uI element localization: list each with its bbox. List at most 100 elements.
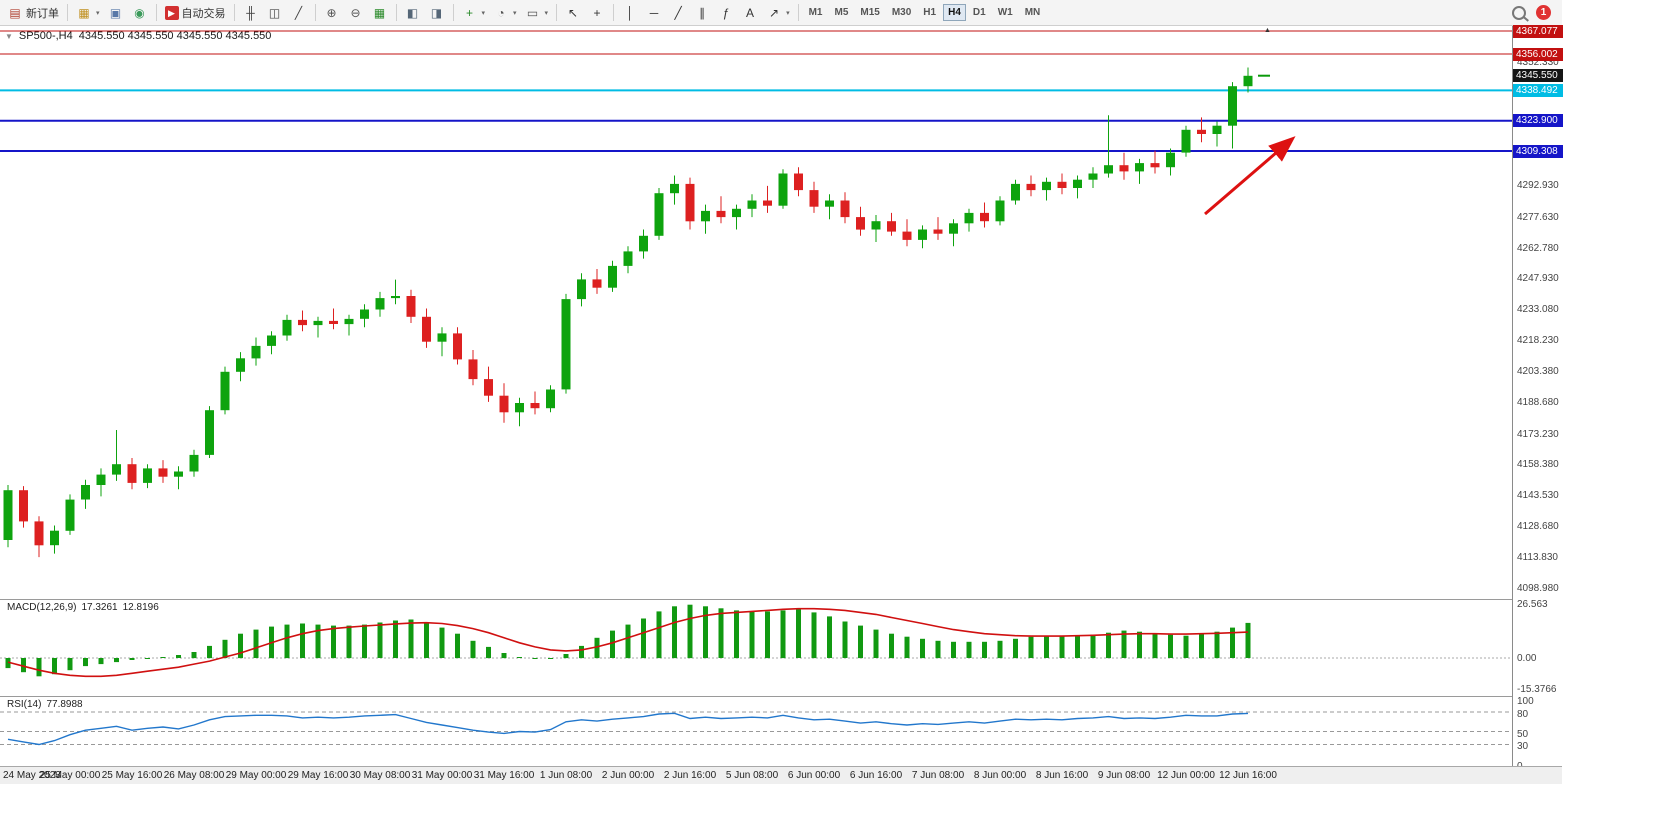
- macd-name: MACD(12,26,9): [7, 602, 77, 613]
- bar-chart-icon[interactable]: ╫: [239, 3, 263, 23]
- timeframe-h4[interactable]: H4: [943, 4, 966, 21]
- candlestick-chart-icon[interactable]: ◫: [263, 3, 287, 23]
- zoom-out-icon[interactable]: ⊖: [344, 3, 368, 23]
- new-order-button[interactable]: ▤ 新订单: [3, 3, 63, 23]
- toolbar-groups: ▤ 新订单 ▦ ▾ ▣ ◉ ▶ 自动交易 ╫ ◫ ╱ ⊕ ⊖ ▦ ◧ ◨ + ▾ ◔ ▾ ▭ ▾ ↖ + │ ─ ╱ ∥ ƒ A ↗ ▾ M1 M…: [3, 0, 1046, 25]
- marketwatch-icon: ◉: [134, 5, 145, 20]
- trendline-icon: ╱: [674, 5, 682, 20]
- chart-shift-marker-icon[interactable]: ▲: [1264, 27, 1271, 34]
- vertical-line-icon[interactable]: │: [618, 3, 642, 23]
- fibonacci-icon[interactable]: ƒ: [714, 3, 738, 23]
- price-axis-label: 4218.230: [1517, 335, 1559, 346]
- search-icon[interactable]: [1512, 5, 1526, 20]
- timeframe-w1[interactable]: W1: [997, 7, 1013, 18]
- price-tag: 4345.550: [1513, 69, 1563, 82]
- price-tag: 4367.077: [1513, 25, 1563, 38]
- toolbar-separator: [233, 4, 235, 21]
- arrows-objects-icon-dropdown-icon[interactable]: ▾: [786, 9, 790, 17]
- rsi-line: [7, 712, 1249, 746]
- timeframe-mn[interactable]: MN: [1024, 7, 1041, 18]
- arrows-objects-icon: ↗: [769, 5, 780, 20]
- tile-windows-icon[interactable]: ▦: [368, 3, 392, 23]
- channel-icon: ∥: [699, 5, 706, 20]
- candles: [3, 67, 1253, 558]
- macd-scale-label: -15.3766: [1517, 684, 1557, 695]
- timeframe-m1[interactable]: M1: [808, 7, 823, 18]
- symbol-timeframe-label: SP500-,H4: [18, 30, 73, 42]
- period-selector-icon[interactable]: ◔ ▾: [489, 3, 521, 23]
- price-tag: 4338.492: [1513, 84, 1563, 97]
- price-chart-pane[interactable]: [0, 26, 1512, 598]
- time-axis-label: 2 Jun 00:00: [601, 770, 655, 781]
- price-axis-label: 4098.980: [1517, 583, 1559, 594]
- macd-value-main: 17.3261: [81, 602, 118, 613]
- profiles-icon: ▣: [109, 5, 122, 20]
- crosshair-icon[interactable]: +: [585, 3, 609, 23]
- tile-windows-icon: ▦: [373, 5, 386, 20]
- macd-indicator-pane[interactable]: [0, 600, 1512, 696]
- template-icon-dropdown-icon[interactable]: ▾: [544, 9, 549, 17]
- time-axis-label: 29 May 16:00: [287, 770, 349, 781]
- profiles-icon[interactable]: ▣: [104, 3, 128, 23]
- price-axis-label: 4158.380: [1517, 459, 1559, 470]
- zoom-out-icon: ⊖: [350, 5, 361, 20]
- horizontal-line-icon: ─: [649, 5, 659, 20]
- price-tag: 4309.308: [1513, 145, 1563, 158]
- price-axis[interactable]: 4352.330 4292.930 4277.630 4262.780 4247.930…: [1512, 25, 1563, 772]
- annotation-arrow[interactable]: [1204, 136, 1296, 216]
- time-axis-label: 31 May 16:00: [473, 770, 535, 781]
- time-axis-label: 25 May 16:00: [101, 770, 163, 781]
- timeframe-h1[interactable]: H1: [923, 7, 937, 18]
- timeframe-m15[interactable]: M15: [860, 7, 880, 18]
- add-indicator-icon-dropdown-icon[interactable]: ▾: [481, 9, 486, 17]
- cursor-icon[interactable]: ↖: [561, 3, 585, 23]
- toolbar-separator: [155, 4, 157, 21]
- time-axis-label: 29 May 00:00: [225, 770, 287, 781]
- text-icon[interactable]: A: [738, 3, 762, 23]
- timeframe-d1[interactable]: D1: [972, 7, 986, 18]
- price-axis-label: 4128.680: [1517, 521, 1559, 532]
- toolbar: ▤ 新订单 ▦ ▾ ▣ ◉ ▶ 自动交易 ╫ ◫ ╱ ⊕ ⊖ ▦ ◧ ◨ + ▾ ◔ ▾ ▭ ▾ ↖ + │ ─ ╱ ∥ ƒ A ↗ ▾ M1 M…: [0, 0, 1562, 26]
- autotrading-icon: ▶: [164, 5, 179, 20]
- toolbar-separator: [67, 4, 68, 21]
- channel-icon[interactable]: ∥: [690, 3, 714, 23]
- rsi-value: 77.8988: [46, 699, 83, 710]
- macd-scale-label: 0.00: [1517, 653, 1537, 664]
- rsi-scale-label: 50: [1517, 729, 1529, 740]
- horizontal-line-icon[interactable]: ─: [642, 3, 666, 23]
- autotrading-button[interactable]: ▶ 自动交易: [161, 3, 230, 23]
- pane-separator[interactable]: [0, 599, 1562, 600]
- rsi-scale-label: 80: [1517, 709, 1529, 720]
- timeframe-m30[interactable]: M30: [891, 7, 912, 18]
- symbol-dropdown-icon[interactable]: ▼: [5, 32, 13, 41]
- trendline-icon[interactable]: ╱: [666, 3, 690, 23]
- notification-badge[interactable]: 1: [1536, 5, 1551, 20]
- pane-separator[interactable]: [0, 696, 1562, 697]
- new-chart-icon-dropdown-icon[interactable]: ▾: [96, 9, 100, 17]
- cursor-icon: ↖: [568, 5, 579, 20]
- rsi-indicator-pane[interactable]: [0, 697, 1512, 766]
- candlestick-chart-icon: ◫: [268, 5, 281, 20]
- macd-signal-line: [7, 607, 1249, 678]
- time-axis-label: 12 Jun 16:00: [1219, 770, 1277, 781]
- new-chart-icon[interactable]: ▦ ▾: [72, 3, 104, 23]
- zoom-in-icon[interactable]: ⊕: [320, 3, 344, 23]
- add-indicator-icon[interactable]: + ▾: [458, 3, 490, 23]
- line-chart-icon[interactable]: ╱: [287, 3, 311, 23]
- level-lines: [0, 30, 1512, 152]
- period-selector-icon-dropdown-icon[interactable]: ▾: [513, 9, 517, 17]
- auto-scroll-icon[interactable]: ◧: [401, 3, 425, 23]
- time-axis[interactable]: 24 May 2023 25 May 00:00 25 May 16:00 26 Ma…: [0, 766, 1562, 784]
- new-chart-icon: ▦: [78, 5, 90, 20]
- rsi-label: RSI(14) 77.8988: [7, 699, 83, 710]
- toolbar-separator: [556, 4, 558, 21]
- macd-histogram: [5, 604, 1251, 677]
- rsi-scale-label: 30: [1517, 741, 1529, 752]
- chart-shift-icon[interactable]: ◨: [425, 3, 449, 23]
- arrows-objects-icon[interactable]: ↗ ▾: [762, 3, 794, 23]
- marketwatch-icon[interactable]: ◉: [128, 3, 152, 23]
- timeframe-m5[interactable]: M5: [834, 7, 849, 18]
- time-axis-label: 31 May 00:00: [411, 770, 473, 781]
- ohlc-values: 4345.550 4345.550 4345.550 4345.550: [78, 30, 272, 42]
- template-icon[interactable]: ▭ ▾: [521, 3, 553, 23]
